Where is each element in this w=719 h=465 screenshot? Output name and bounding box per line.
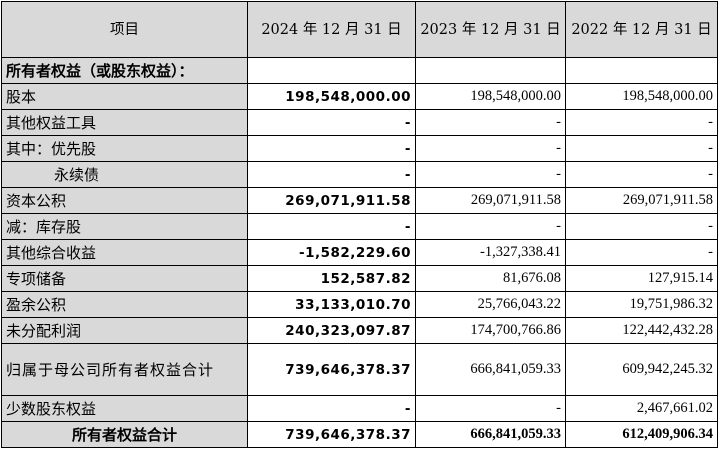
- table-row: 股本 198,548,000.00 198,548,000.00 198,548…: [1, 83, 718, 110]
- row-label: 永续债: [1, 161, 248, 188]
- table-row: 永续债 - - -: [1, 161, 718, 188]
- table-row: 归属于母公司所有者权益合计 739,646,378.37 666,841,059…: [1, 343, 718, 396]
- table-row: 其他权益工具 - - -: [1, 109, 718, 136]
- total-row: 所有者权益合计 739,646,378.37 666,841,059.33 61…: [1, 421, 718, 448]
- value-2024: -: [247, 213, 416, 240]
- total-2024: 739,646,378.37: [247, 421, 416, 448]
- value-2023: -: [415, 395, 566, 422]
- row-label: 其中：优先股: [1, 135, 248, 162]
- value-2022: -: [565, 135, 718, 162]
- table-row: 资本公积 269,071,911.58 269,071,911.58 269,0…: [1, 187, 718, 214]
- header-item: 项目: [1, 1, 248, 58]
- value-2022: 198,548,000.00: [565, 83, 718, 110]
- header-2022: 2022 年 12 月 31 日: [565, 1, 718, 58]
- value-2022: -: [565, 161, 718, 188]
- value-2024: 269,071,911.58: [247, 187, 416, 214]
- value-2022: -: [565, 239, 718, 266]
- value-2024: -1,582,229.60: [247, 239, 416, 266]
- total-2023: 666,841,059.33: [415, 421, 566, 448]
- value-2024: 198,548,000.00: [247, 83, 416, 110]
- value-2024: -: [247, 395, 416, 422]
- value-2023: -1,327,338.41: [415, 239, 566, 266]
- value-2023: 81,676.08: [415, 265, 566, 292]
- table-row: 减：库存股 - - -: [1, 213, 718, 240]
- value-2022: 609,942,245.32: [565, 343, 718, 396]
- value-2022: 2,467,661.02: [565, 395, 718, 422]
- row-label: 股本: [1, 83, 248, 110]
- table-row: 盈余公积 33,133,010.70 25,766,043.22 19,751,…: [1, 291, 718, 318]
- value-2023: 174,700,766.86: [415, 317, 566, 344]
- value-2022: -: [565, 109, 718, 136]
- row-label: 未分配利润: [1, 317, 248, 344]
- blank-cell: [247, 57, 416, 84]
- header-2023: 2023 年 12 月 31 日: [415, 1, 566, 58]
- total-2022: 612,409,906.34: [565, 421, 718, 448]
- row-label: 归属于母公司所有者权益合计: [1, 343, 248, 396]
- row-label: 盈余公积: [1, 291, 248, 318]
- row-label: 少数股东权益: [1, 395, 248, 422]
- value-2023: 198,548,000.00: [415, 83, 566, 110]
- value-2024: -: [247, 109, 416, 136]
- value-2023: 666,841,059.33: [415, 343, 566, 396]
- table-row: 未分配利润 240,323,097.87 174,700,766.86 122,…: [1, 317, 718, 344]
- value-2024: 33,133,010.70: [247, 291, 416, 318]
- blank-cell: [415, 57, 566, 84]
- table-row: 其中：优先股 - - -: [1, 135, 718, 162]
- value-2023: -: [415, 109, 566, 136]
- section-row: 所有者权益（或股东权益）：: [1, 57, 718, 84]
- row-label: 其他综合收益: [1, 239, 248, 266]
- value-2023: -: [415, 161, 566, 188]
- equity-table: 项目 2024 年 12 月 31 日 2023 年 12 月 31 日 202…: [1, 1, 718, 448]
- value-2023: -: [415, 135, 566, 162]
- value-2022: 122,442,432.28: [565, 317, 718, 344]
- value-2022: 19,751,986.32: [565, 291, 718, 318]
- value-2024: -: [247, 161, 416, 188]
- value-2023: -: [415, 213, 566, 240]
- table-row: 其他综合收益 -1,582,229.60 -1,327,338.41 -: [1, 239, 718, 266]
- row-label: 专项储备: [1, 265, 248, 292]
- row-label: 资本公积: [1, 187, 248, 214]
- value-2022: -: [565, 213, 718, 240]
- header-row: 项目 2024 年 12 月 31 日 2023 年 12 月 31 日 202…: [1, 1, 718, 58]
- row-label: 减：库存股: [1, 213, 248, 240]
- value-2023: 25,766,043.22: [415, 291, 566, 318]
- value-2022: 127,915.14: [565, 265, 718, 292]
- table-row: 少数股东权益 - - 2,467,661.02: [1, 395, 718, 422]
- value-2024: -: [247, 135, 416, 162]
- section-title: 所有者权益（或股东权益）：: [1, 57, 248, 84]
- value-2024: 240,323,097.87: [247, 317, 416, 344]
- value-2024: 152,587.82: [247, 265, 416, 292]
- value-2023: 269,071,911.58: [415, 187, 566, 214]
- header-2024: 2024 年 12 月 31 日: [247, 1, 416, 58]
- table-row: 专项储备 152,587.82 81,676.08 127,915.14: [1, 265, 718, 292]
- row-label: 其他权益工具: [1, 109, 248, 136]
- value-2022: 269,071,911.58: [565, 187, 718, 214]
- total-label: 所有者权益合计: [1, 421, 248, 448]
- blank-cell: [565, 57, 718, 84]
- value-2024: 739,646,378.37: [247, 343, 416, 396]
